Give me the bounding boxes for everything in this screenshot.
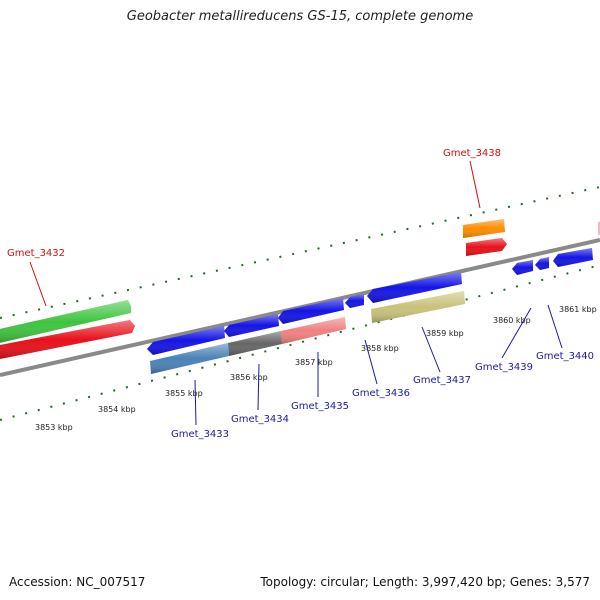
lower-tick-ruler [0,264,600,421]
kbp-label-3857: 3857 kbp [295,358,333,367]
leader-gmet-3432 [29,261,47,307]
gene-label-gmet-3434[interactable]: Gmet_3434 [231,414,289,425]
gene-gmet-3434-gray[interactable] [228,331,282,356]
leader-gmet-3439 [501,307,532,359]
gene-gmet-3440-blue[interactable] [553,248,593,267]
leader-gmet-3433 [194,379,197,426]
gene-label-gmet-3432[interactable]: Gmet_3432 [7,248,65,259]
leader-gmet-3440 [547,304,563,349]
gene-label-gmet-3436[interactable]: Gmet_3436 [352,388,410,399]
gene-gmet-3433-blue[interactable] [147,326,225,355]
leader-gmet-3434 [257,363,260,411]
kbp-label-3854: 3854 kbp [98,405,136,414]
gene-label-gmet-3438[interactable]: Gmet_3438 [443,148,501,159]
gene-gmet-3434-blue[interactable] [224,314,279,337]
kbp-label-3859: 3859 kbp [426,329,464,338]
gene-gmet-3432-green[interactable] [0,300,131,344]
gene-gmet-3438-red[interactable] [466,238,507,256]
gene-gmet-3436-blue[interactable] [345,294,364,308]
gene-gmet-3435-blue[interactable] [278,298,344,324]
kbp-label-3855: 3855 kbp [165,389,203,398]
upper-tick-ruler [0,186,600,319]
gene-label-gmet-3440[interactable]: Gmet_3440 [536,351,594,362]
kbp-label-3853: 3853 kbp [35,423,73,432]
gene-label-gmet-3433[interactable]: Gmet_3433 [171,429,229,440]
topology-summary-text: Topology: circular; Length: 3,997,420 bp… [260,575,590,589]
kbp-label-3858: 3858 kbp [361,344,399,353]
gene-gmet-3437-khaki[interactable] [371,291,465,323]
gene-gmet-3437-blue[interactable] [367,272,462,303]
map-title: Geobacter metallireducens GS-15, complet… [126,9,474,24]
kbp-label-3856: 3856 kbp [230,373,268,382]
gene-label-gmet-3437[interactable]: Gmet_3437 [413,375,471,386]
kbp-label-3861: 3861 kbp [559,305,597,314]
gene-label-gmet-3439[interactable]: Gmet_3439 [475,362,533,373]
leader-gmet-3438 [469,160,481,209]
gene-label-gmet-3435[interactable]: Gmet_3435 [291,401,349,412]
gene-gmet-3439-blue-a[interactable] [512,260,533,275]
gene-gmet-3432-red[interactable] [0,320,135,360]
gene-gmet-3438-orange[interactable] [463,219,505,238]
kbp-label-3860: 3860 kbp [493,316,531,325]
accession-text: Accession: NC_007517 [9,575,146,589]
gene-gmet-3439-blue-b[interactable] [535,257,549,270]
leader-gmet-3437 [421,326,441,373]
leader-gmet-3436 [364,339,378,385]
gene-gmet-3435-salmon[interactable] [281,317,346,344]
gene-gmet-3433-steelblue[interactable] [150,343,229,374]
